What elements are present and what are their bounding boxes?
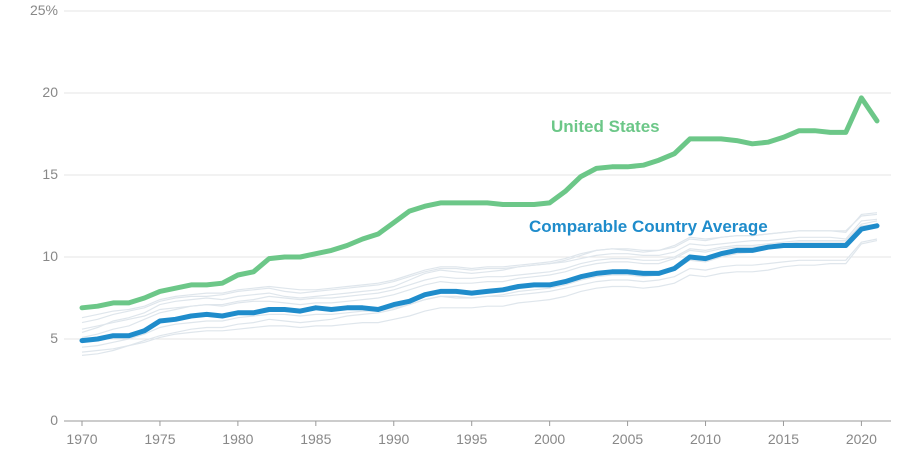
comparable-country-line — [81, 240, 878, 353]
y-tick-label: 10 — [42, 248, 58, 264]
x-tick-label: 1980 — [222, 431, 253, 447]
x-tick-label: 1970 — [66, 431, 97, 447]
comparable-country-line — [81, 220, 878, 338]
x-tick-label: 2000 — [534, 431, 565, 447]
comparable-country-line — [81, 218, 878, 324]
x-tick-label: 2020 — [846, 431, 877, 447]
comparable-country-line — [81, 213, 878, 319]
y-tick-label: 0 — [50, 412, 58, 428]
comparable-country-line — [81, 238, 878, 348]
x-tick-label: 2010 — [690, 431, 721, 447]
y-tick-label: 25% — [30, 2, 58, 18]
y-tick-label: 5 — [50, 330, 58, 346]
x-tick-label: 1995 — [456, 431, 487, 447]
y-tick-label: 15 — [42, 166, 58, 182]
comparable-country-average-line — [79, 223, 880, 344]
gridlines — [64, 10, 891, 422]
x-tick-label: 1975 — [144, 431, 175, 447]
series-lines — [79, 95, 880, 344]
x-tick-label: 1990 — [378, 431, 409, 447]
label-comparable-country-average: Comparable Country Average — [529, 217, 768, 236]
x-tick-label: 1985 — [300, 431, 331, 447]
comparable-country-line — [81, 223, 878, 330]
x-tick-label: 2005 — [612, 431, 643, 447]
x-tick-label: 2015 — [768, 431, 799, 447]
united-states-line — [79, 95, 880, 311]
x-axis-ticks: 1970 1975 1980 1985 1990 1995 2000 2005 2010 2015… — [66, 421, 877, 447]
comparable-country-lines — [81, 212, 878, 356]
y-axis-ticks: 0 5 10 15 20 25% — [30, 2, 58, 428]
y-tick-label: 20 — [42, 84, 58, 100]
label-united-states: United States — [551, 117, 660, 136]
